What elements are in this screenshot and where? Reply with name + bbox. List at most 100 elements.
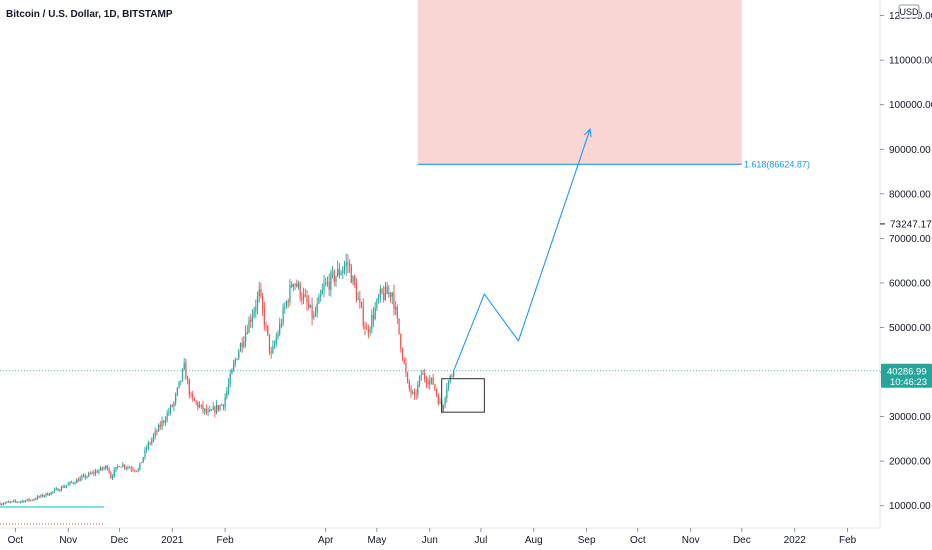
candle-body bbox=[282, 308, 284, 324]
candle-body bbox=[417, 384, 419, 396]
x-tick-label: Nov bbox=[682, 535, 700, 546]
candle-body bbox=[67, 483, 69, 486]
candle bbox=[127, 465, 129, 470]
candle bbox=[437, 392, 439, 406]
candle bbox=[246, 324, 248, 335]
candle-body bbox=[439, 401, 441, 404]
candle-body bbox=[401, 348, 404, 359]
candle-body bbox=[386, 286, 388, 295]
candle-body bbox=[30, 499, 32, 501]
y-tick-label: 80000.00 bbox=[889, 189, 931, 200]
candle-body bbox=[65, 485, 68, 487]
price-axis: 10000.0020000.0030000.0040000.0050000.00… bbox=[879, 0, 932, 528]
current-price-label: 40286.99 bbox=[887, 366, 927, 377]
currency-badge[interactable]: USD bbox=[898, 4, 920, 19]
candle-body bbox=[197, 402, 199, 408]
candle bbox=[195, 399, 197, 406]
candle-body bbox=[308, 303, 310, 308]
x-tick-label: 2021 bbox=[161, 535, 184, 546]
candle bbox=[304, 288, 306, 298]
candle-body bbox=[181, 369, 184, 381]
candle-body bbox=[19, 501, 22, 503]
candle-body bbox=[132, 469, 134, 471]
candle-body bbox=[442, 405, 445, 411]
candle-body bbox=[69, 482, 71, 484]
candle bbox=[135, 470, 138, 472]
candle-body bbox=[91, 472, 93, 474]
candle bbox=[284, 302, 286, 314]
candle bbox=[275, 332, 277, 348]
candle-body bbox=[18, 501, 20, 503]
candle bbox=[371, 309, 373, 334]
candle bbox=[113, 467, 115, 478]
candle bbox=[94, 468, 97, 477]
candle-body bbox=[198, 405, 201, 408]
candle-body bbox=[304, 294, 306, 297]
candle bbox=[340, 270, 342, 276]
candle bbox=[146, 445, 148, 454]
candle-body bbox=[183, 362, 185, 370]
candle bbox=[180, 380, 182, 386]
candle bbox=[18, 501, 20, 503]
candle bbox=[2, 502, 5, 506]
candle-body bbox=[71, 482, 73, 484]
candle bbox=[163, 419, 165, 426]
candle-body bbox=[2, 503, 5, 505]
candle-body bbox=[229, 373, 231, 384]
candle bbox=[26, 499, 28, 502]
x-tick-label: Feb bbox=[839, 535, 857, 546]
candle bbox=[273, 340, 276, 349]
candle-body bbox=[371, 314, 373, 329]
y-tick-label: 50000.00 bbox=[889, 323, 931, 334]
x-tick-label: May bbox=[367, 535, 386, 546]
candle bbox=[256, 291, 259, 315]
candle-body bbox=[391, 292, 393, 297]
candle-body bbox=[284, 307, 286, 309]
candle-body bbox=[262, 296, 264, 309]
candle-body bbox=[7, 501, 10, 503]
candle bbox=[142, 456, 144, 463]
candle bbox=[330, 269, 332, 297]
candle bbox=[103, 466, 105, 471]
candle bbox=[345, 253, 347, 276]
candle bbox=[335, 275, 337, 288]
candle-body bbox=[101, 467, 103, 470]
candle bbox=[244, 325, 247, 348]
candle-body bbox=[117, 466, 119, 468]
x-tick-label: Sep bbox=[578, 535, 596, 546]
candle-body bbox=[168, 412, 170, 414]
candle bbox=[313, 310, 315, 320]
candle bbox=[296, 279, 298, 288]
x-tick-label: Apr bbox=[318, 535, 334, 546]
candle-body bbox=[376, 299, 378, 308]
candle-body bbox=[405, 362, 407, 373]
candle-body bbox=[13, 500, 15, 502]
candle-body bbox=[268, 334, 271, 352]
candle-body bbox=[82, 475, 85, 477]
x-tick-label: Oct bbox=[8, 535, 24, 546]
candle-body bbox=[291, 284, 293, 287]
candle bbox=[186, 375, 189, 385]
candle-body bbox=[217, 405, 219, 410]
candle-body bbox=[250, 319, 252, 322]
candle-body bbox=[64, 486, 66, 488]
candle bbox=[183, 358, 185, 371]
candle-body bbox=[215, 405, 218, 414]
candle-body bbox=[289, 284, 291, 303]
x-tick-label: Nov bbox=[59, 535, 77, 546]
candle bbox=[74, 481, 76, 485]
candle-body bbox=[360, 302, 363, 307]
candle bbox=[311, 297, 313, 326]
candle bbox=[415, 389, 417, 401]
candle bbox=[221, 403, 223, 406]
candle bbox=[417, 381, 419, 399]
candle-body bbox=[451, 376, 453, 378]
candle-body bbox=[241, 343, 243, 347]
candle-body bbox=[408, 381, 410, 389]
candle bbox=[367, 324, 369, 339]
candle-body bbox=[432, 377, 434, 385]
candle bbox=[396, 304, 398, 324]
candle bbox=[132, 466, 134, 472]
candle bbox=[337, 260, 339, 278]
